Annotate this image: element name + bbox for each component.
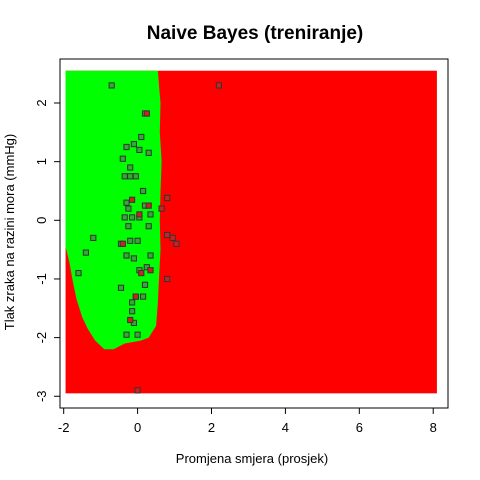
red-point [134,387,141,394]
red-point [215,82,223,89]
green-point [145,223,152,230]
green-point [147,252,154,259]
chart-title: Naive Bayes (treniranje) [147,23,364,44]
y-tick-label: 0 [34,217,49,224]
x-tick-label: 4 [282,420,289,435]
green-point [121,173,128,180]
green-point [127,164,134,171]
green-point [129,308,136,315]
red-point [169,234,176,242]
green-point [140,187,147,195]
red-point [164,194,171,202]
x-tick-label: 0 [134,420,141,435]
green-point [121,214,128,221]
green-point [136,146,143,154]
red-point [127,316,134,324]
red-point [138,270,145,277]
red-point [164,231,171,239]
green-point [123,143,130,151]
y-tick-label: -2 [34,332,49,344]
green-point [123,199,130,206]
x-tick-label: 2 [208,420,215,435]
green-point [123,252,130,259]
green-point [125,223,132,230]
green-point [123,331,130,338]
y-tick-label: -3 [34,390,49,402]
data-points [75,82,223,394]
red-point [119,240,126,247]
green-point [119,155,126,162]
green-point [75,270,82,277]
y-tick-label: 2 [34,99,49,106]
x-tick-label: -2 [58,420,70,435]
green-point [134,237,141,244]
green-point [90,234,97,242]
x-tick-label: 6 [356,420,363,435]
green-point [117,284,125,291]
green-point [127,173,134,180]
y-tick-label: 1 [34,158,49,165]
green-point [138,133,145,141]
green-point [129,214,136,221]
x-axis-label: Promjena smjera (prosjek) [176,451,328,466]
red-point [158,205,165,212]
red-point [147,267,154,274]
green-point [141,281,149,288]
green-point [130,255,138,262]
green-point [147,211,154,218]
y-tick-label: -1 [34,273,49,285]
green-point [140,293,147,300]
green-region [65,70,162,350]
red-point [143,110,150,117]
green-point [127,237,134,244]
red-point [145,202,152,209]
green-point [129,299,136,306]
green-point [82,249,90,256]
green-point [130,141,138,148]
red-point [173,240,180,247]
y-axis-label: Tlak zraka na razini mora (mmHg) [2,134,17,331]
green-point [108,82,115,89]
green-point [132,173,139,180]
red-point [129,196,136,203]
green-point [145,149,152,156]
red-point [132,293,139,300]
green-point [134,331,141,338]
x-axis: -2 0 2 4 6 8 [58,407,437,435]
red-point [164,275,171,283]
green-point [125,205,132,212]
decision-regions [65,70,437,394]
x-tick-label: 8 [430,420,437,435]
y-axis: -3 -2 -1 0 1 2 [34,99,61,402]
red-point [136,211,143,218]
